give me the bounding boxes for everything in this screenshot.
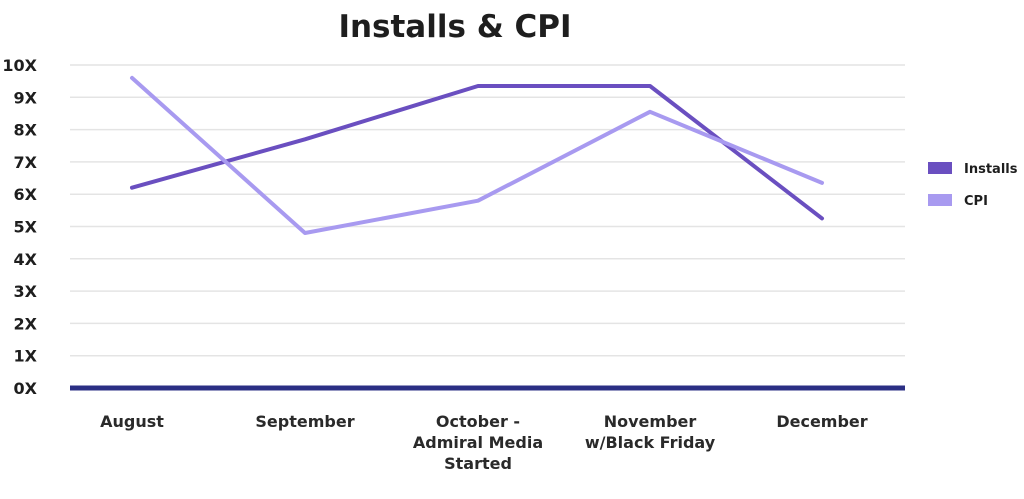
y-tick-label: 4X [14,250,38,269]
series-line-installs [130,84,824,221]
y-tick-label: 1X [14,347,38,366]
y-tick-label: 0X [14,379,38,398]
y-tick-label: 5X [14,218,38,237]
y-tick-label: 3X [14,282,38,301]
x-tick-label: December [776,412,867,431]
x-tick-label: October -Admiral Media Started [413,412,543,473]
x-tick-label: November w/Black Friday [585,412,716,452]
grid-layer [70,64,905,391]
legend-label-installs: Installs [964,162,1018,177]
chart-title: Installs & CPI [338,9,571,45]
series-layer [130,75,824,235]
x-axis-ticks: August September October -Admiral Media Sta… [100,412,868,473]
x-tick-label: September [255,412,354,431]
y-tick-label: 7X [14,153,38,172]
series-line-cpi [130,75,824,235]
y-tick-label: 2X [14,314,38,333]
x-tick-label: August [100,412,164,431]
y-tick-label: 10X [2,56,37,75]
y-tick-label: 9X [14,88,38,107]
y-tick-label: 6X [14,185,38,204]
legend-swatch-installs [928,162,952,174]
legend: Installs CPI [928,162,1018,209]
legend-swatch-cpi [928,194,952,206]
legend-label-cpi: CPI [964,194,988,209]
y-tick-label: 8X [14,121,38,140]
y-axis-ticks: 0X 1X 2X 3X 4X 5X 6X 7X 8X 9X 10X [2,56,37,398]
